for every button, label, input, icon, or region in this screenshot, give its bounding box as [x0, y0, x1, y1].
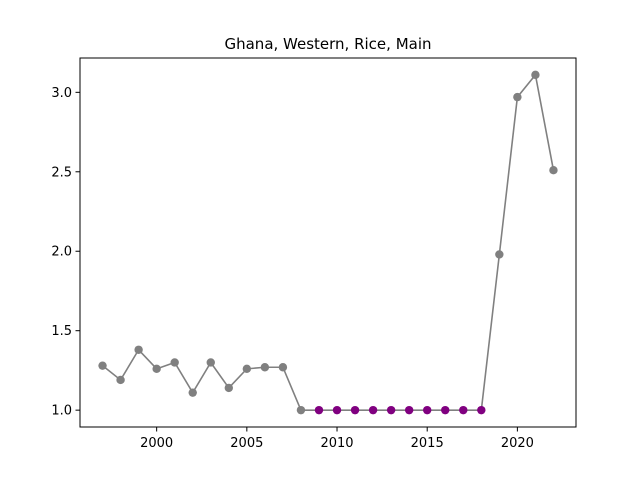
data-point: [242, 364, 252, 374]
x-tick-label: 2015: [411, 436, 444, 451]
data-point: [260, 363, 270, 372]
data-point: [206, 358, 215, 367]
data-point: [296, 405, 306, 415]
data-point: [116, 375, 125, 385]
data-point-highlighted: [477, 405, 486, 415]
y-tick-label: 2.0: [51, 245, 72, 260]
x-tick-label: 2005: [230, 436, 263, 451]
data-point-highlighted: [423, 405, 432, 415]
y-tick-label: 3.0: [51, 86, 72, 101]
data-point: [98, 361, 107, 370]
data-point: [549, 165, 558, 175]
data-point-highlighted: [350, 405, 360, 415]
x-tick-label: 2010: [320, 436, 353, 451]
series-layer: [98, 70, 558, 415]
data-point-highlighted: [441, 405, 450, 415]
axis-layer: 2000 2005 2010 2015 2020 1.0 1.5 2.0 2.5 3.0: [51, 86, 534, 451]
y-tick-label: 1.5: [51, 324, 72, 339]
data-point: [224, 383, 233, 393]
y-tick-label: 1.0: [51, 404, 72, 419]
data-point: [188, 388, 197, 397]
data-point-highlighted: [332, 405, 342, 415]
data-point: [152, 364, 161, 374]
data-point-highlighted: [404, 405, 414, 415]
data-point-highlighted: [459, 405, 468, 415]
x-tick-label: 2000: [140, 436, 173, 451]
data-point: [134, 345, 143, 354]
data-point: [531, 70, 540, 80]
chart-title: Ghana, Western, Rice, Main: [224, 35, 431, 53]
data-point-highlighted: [314, 405, 324, 415]
data-point-highlighted: [368, 405, 378, 415]
data-point: [495, 250, 504, 259]
plot-area-frame: [79, 57, 577, 428]
data-point: [278, 363, 288, 372]
x-tick-label: 2020: [501, 436, 534, 451]
data-point: [170, 358, 179, 367]
y-tick-label: 2.5: [51, 165, 72, 180]
data-point-highlighted: [386, 405, 396, 415]
data-point: [513, 92, 522, 102]
